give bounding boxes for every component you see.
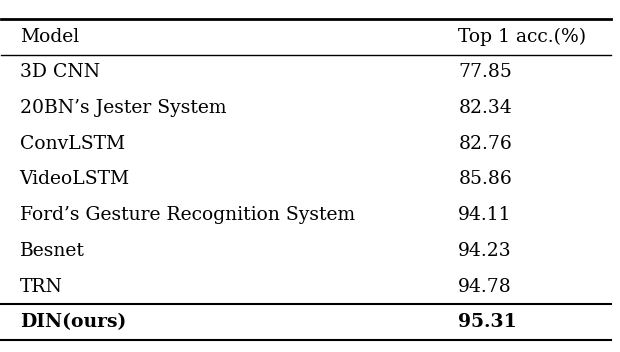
Text: 94.78: 94.78	[458, 278, 512, 296]
Text: VideoLSTM: VideoLSTM	[20, 170, 130, 188]
Text: 77.85: 77.85	[458, 63, 512, 81]
Text: Ford’s Gesture Recognition System: Ford’s Gesture Recognition System	[20, 206, 355, 224]
Text: 3D CNN: 3D CNN	[20, 63, 100, 81]
Text: 82.76: 82.76	[458, 135, 512, 153]
Text: ConvLSTM: ConvLSTM	[20, 135, 125, 153]
Text: TRN: TRN	[20, 278, 63, 296]
Text: Top 1 acc.(%): Top 1 acc.(%)	[458, 27, 587, 46]
Text: Besnet: Besnet	[20, 242, 84, 260]
Text: DIN(ours): DIN(ours)	[20, 313, 126, 331]
Text: 94.11: 94.11	[458, 206, 512, 224]
Text: 20BN’s Jester System: 20BN’s Jester System	[20, 99, 226, 117]
Text: 94.23: 94.23	[458, 242, 512, 260]
Text: 85.86: 85.86	[458, 170, 512, 188]
Text: 95.31: 95.31	[458, 313, 517, 331]
Text: 82.34: 82.34	[458, 99, 512, 117]
Text: Model: Model	[20, 28, 79, 46]
